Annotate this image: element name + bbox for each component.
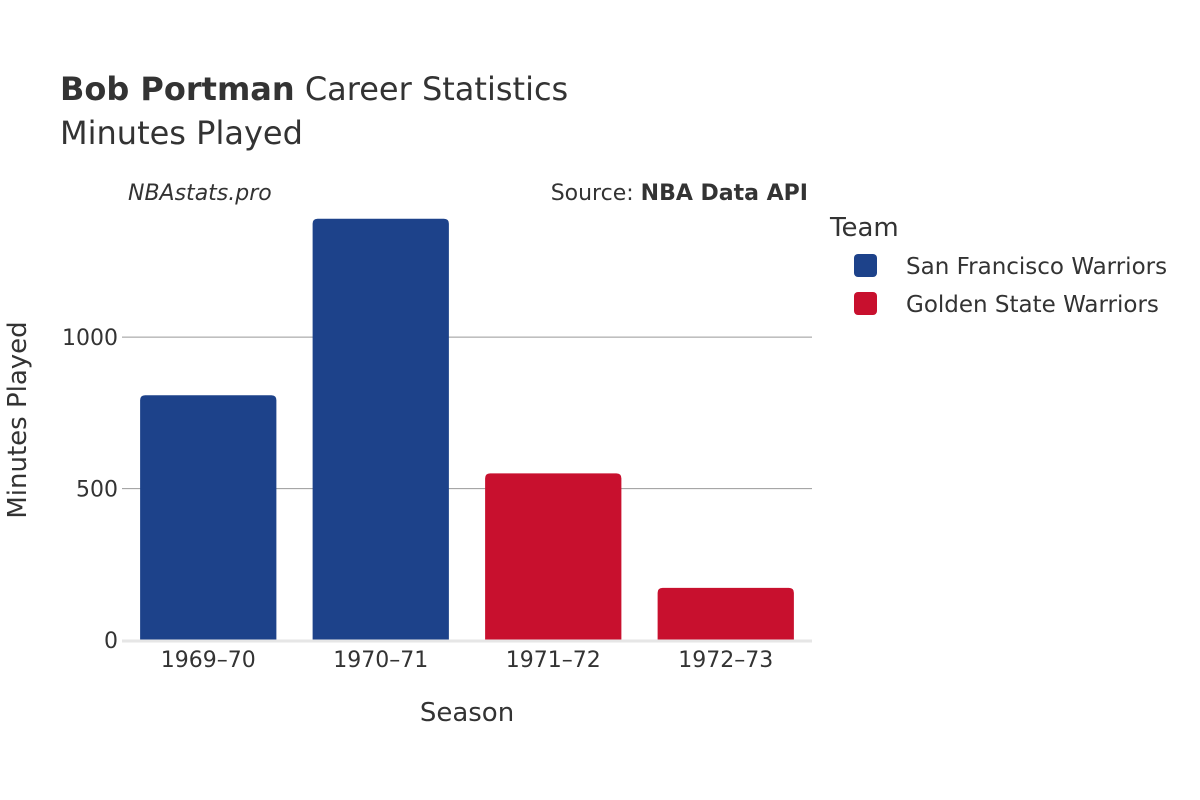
bar-1970–71[interactable]: [312, 218, 449, 640]
watermark: NBAstats.pro: [128, 181, 272, 206]
x-axis-title: Season: [420, 698, 514, 728]
y-tick-label: 0: [104, 629, 118, 654]
legend-title: Team: [829, 213, 899, 243]
bar-1971–72[interactable]: [485, 473, 622, 640]
x-tick-labels: 1969–70 1970–71 1971–72 1972–73: [161, 648, 773, 673]
y-tick-label: 1000: [62, 326, 118, 351]
player-name: Bob Portman: [60, 70, 295, 108]
x-tick-label: 1970–71: [333, 648, 428, 673]
y-axis-title: Minutes Played: [3, 321, 33, 518]
source-prefix: Source:: [551, 181, 641, 206]
source-name: NBA Data API: [641, 181, 808, 206]
chart-title: Bob Portman Career Statistics: [60, 70, 568, 108]
bars: [122, 218, 812, 643]
x-tick-label: 1969–70: [161, 648, 256, 673]
bar-1972–73[interactable]: [657, 587, 794, 640]
title-rest: Career Statistics: [295, 70, 569, 108]
y-tick-label: 500: [76, 478, 118, 503]
x-tick-label: 1971–72: [506, 648, 601, 673]
y-tick-labels: 0 500 1000: [62, 326, 118, 654]
chart-subtitle: Minutes Played: [60, 114, 303, 152]
bar-1969–70[interactable]: [140, 395, 277, 640]
legend-label[interactable]: San Francisco Warriors: [906, 254, 1167, 280]
legend-label[interactable]: Golden State Warriors: [906, 292, 1159, 318]
legend: Team San Francisco Warriors Golden State …: [829, 213, 1167, 318]
source-credit: Source: NBA Data API: [551, 181, 808, 206]
legend-swatch: [854, 254, 877, 277]
x-tick-label: 1972–73: [678, 648, 773, 673]
legend-swatch: [854, 292, 877, 315]
